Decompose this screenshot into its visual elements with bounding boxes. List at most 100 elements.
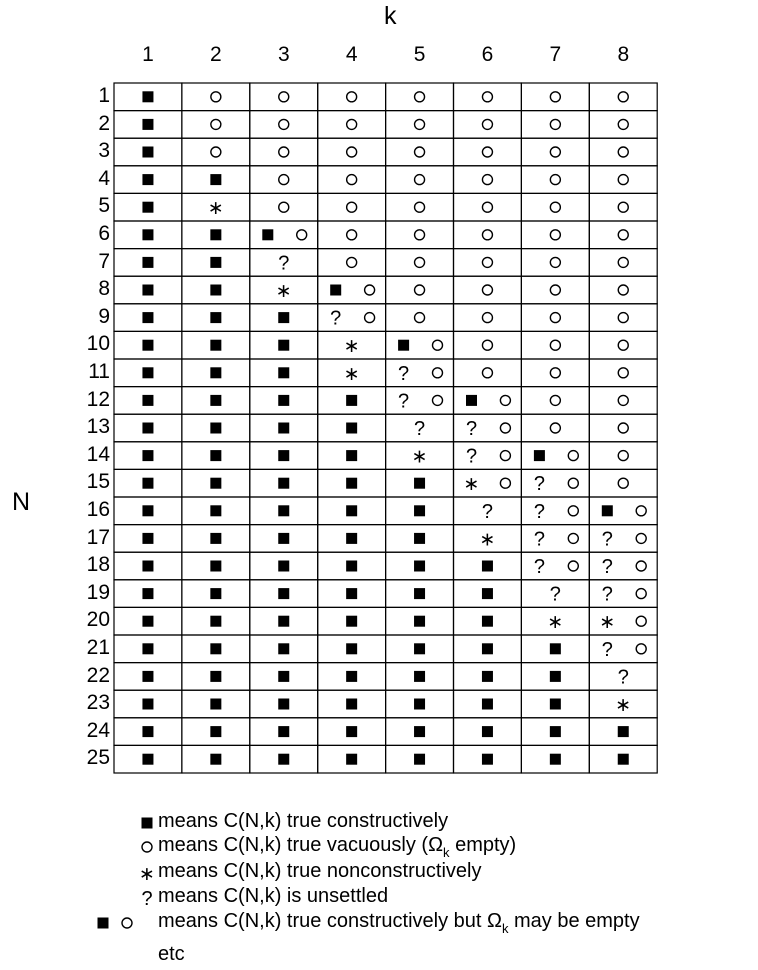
hollow-circle-icon	[499, 394, 512, 407]
table-cell	[249, 551, 319, 581]
table-cell	[113, 468, 183, 498]
table-cell	[113, 689, 183, 719]
hollow-circle-icon	[431, 394, 444, 407]
hollow-circle-icon	[413, 146, 426, 158]
filled-square-icon	[481, 670, 493, 682]
table-cell: ?	[588, 579, 658, 608]
table-cell	[317, 551, 387, 581]
row-header: 18	[86, 553, 110, 577]
filled-square-icon	[210, 615, 222, 627]
column-header: 7	[549, 43, 562, 66]
table-cell	[452, 606, 523, 636]
hollow-circle-icon	[210, 118, 222, 131]
table-cell	[520, 248, 590, 277]
filled-square-icon	[210, 367, 222, 379]
filled-square-icon	[278, 670, 290, 682]
question-mark-icon: ?	[534, 556, 545, 578]
table-cell	[249, 192, 319, 222]
filled-square-icon	[414, 726, 426, 738]
table-cell	[317, 165, 387, 195]
table-cell	[181, 330, 251, 360]
filled-square-icon	[414, 477, 426, 489]
filled-square-icon	[278, 588, 290, 600]
row-header: 15	[86, 470, 110, 494]
hollow-circle-icon	[345, 201, 358, 213]
hollow-circle-icon	[617, 422, 629, 434]
table-cell	[588, 303, 658, 332]
filled-square-icon	[278, 615, 290, 627]
table-cell	[249, 330, 319, 360]
table-cell	[452, 717, 523, 746]
asterisk-icon: ∗	[139, 863, 155, 885]
hollow-circle-icon	[617, 229, 629, 241]
filled-square-icon	[142, 505, 154, 517]
table-cell	[113, 137, 183, 167]
hollow-circle-icon	[567, 532, 579, 545]
table-cell: ?	[385, 413, 455, 443]
hollow-circle-icon	[413, 118, 426, 131]
table-cell: ?	[452, 496, 523, 526]
table-cell	[385, 165, 455, 195]
filled-square-icon	[210, 339, 222, 351]
hollow-circle-icon	[549, 394, 562, 407]
filled-square-icon	[142, 146, 154, 158]
table-cell	[385, 661, 455, 691]
row-header: 22	[86, 663, 110, 687]
filled-square-icon	[142, 118, 154, 130]
table-cell	[588, 137, 658, 167]
question-mark-icon: ?	[278, 252, 289, 274]
legend-text: means C(N,k) true constructively	[158, 810, 449, 832]
filled-square-icon	[142, 229, 154, 241]
table-cell	[452, 303, 523, 332]
column-header: 1	[142, 43, 154, 66]
column-header: 2	[210, 43, 222, 66]
filled-square-icon	[346, 450, 358, 462]
table-cell	[249, 523, 319, 553]
hollow-circle-icon	[617, 339, 629, 351]
row-header: 5	[98, 194, 110, 218]
table-cell	[385, 303, 455, 332]
table-cell	[317, 689, 387, 719]
column-header: 8	[617, 43, 630, 66]
table-cell	[588, 496, 658, 526]
filled-square-icon	[346, 643, 358, 655]
table-cell	[588, 358, 658, 388]
filled-square-icon	[414, 753, 426, 765]
hollow-circle-icon	[481, 118, 494, 131]
table-cell	[452, 358, 523, 388]
asterisk-icon: ∗	[412, 446, 428, 468]
filled-square-icon	[210, 670, 222, 682]
filled-square-icon	[278, 532, 290, 544]
table-cell	[385, 330, 455, 360]
hollow-circle-icon	[617, 201, 629, 213]
filled-square-icon	[142, 615, 154, 627]
legend-text: etc	[158, 943, 185, 965]
filled-square-icon	[330, 284, 342, 296]
table-cell	[452, 165, 523, 195]
filled-square-icon	[278, 698, 290, 710]
table-cell	[317, 468, 387, 498]
hollow-circle-icon	[278, 118, 290, 131]
row-header: 13	[86, 415, 110, 439]
question-mark-icon: ?	[466, 446, 477, 468]
filled-square-icon	[142, 339, 154, 351]
row-header: 12	[86, 387, 110, 411]
table-cell	[317, 386, 387, 415]
row-header: 6	[98, 222, 110, 245]
table-cell	[588, 275, 658, 305]
table-cell	[520, 82, 590, 112]
hollow-circle-icon	[617, 118, 629, 131]
filled-square-icon	[414, 670, 426, 682]
hollow-circle-icon	[278, 146, 290, 158]
table-cell: ?	[588, 551, 658, 581]
asterisk-icon: ∗	[464, 473, 480, 495]
table-cell	[113, 220, 183, 250]
row-header: 10	[86, 332, 110, 356]
filled-square-icon	[210, 229, 222, 241]
hollow-circle-icon	[481, 146, 494, 158]
filled-square-icon	[481, 560, 493, 572]
filled-square-icon	[617, 726, 629, 738]
question-mark-icon: ?	[534, 473, 545, 495]
table-cell	[113, 496, 183, 526]
filled-square-icon	[398, 339, 410, 351]
